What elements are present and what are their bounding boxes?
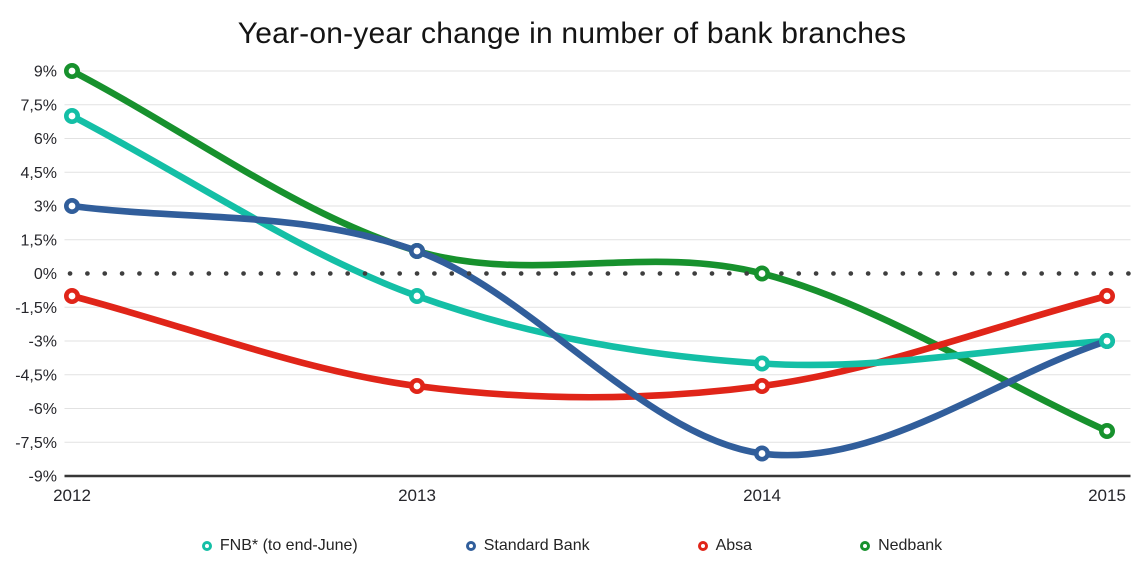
- data-point-absa-2015: [1099, 287, 1116, 304]
- data-point-fnb-2012: [64, 108, 81, 125]
- y-tick-label-9%: 9%: [34, 64, 57, 81]
- legend-item-absa: Absa: [697, 537, 753, 555]
- chart-legend: FNB* (to end-June) Standard Bank Absa Ne…: [0, 537, 1144, 555]
- series-line-nedbank: [68, 67, 1111, 435]
- y-tick-label-3%: 3%: [34, 199, 57, 216]
- chart-title: Year-on-year change in number of bank br…: [237, 17, 907, 50]
- legend-marker-standard-bank-icon: [465, 541, 476, 551]
- data-point-absa-2013: [408, 377, 425, 394]
- series-line-fnb: [68, 112, 1111, 369]
- data-point-nedbank-2015: [1099, 422, 1116, 439]
- legend-label-fnb: FNB* (to end-June): [219, 537, 358, 554]
- data-point-standard-bank-2013: [408, 243, 425, 260]
- y-tick-label--7,5%: -7,5%: [15, 435, 57, 452]
- x-tick-label-2015: 2015: [1088, 486, 1126, 505]
- legend-item-fnb: FNB* (to end-June): [201, 537, 358, 555]
- series-line-absa: [68, 292, 1111, 401]
- legend-label-absa: Absa: [715, 537, 753, 554]
- x-tick-label-2013: 2013: [398, 486, 436, 505]
- y-tick-label--1,5%: -1,5%: [15, 300, 57, 317]
- y-tick-label-1,5%: 1,5%: [21, 232, 57, 249]
- y-tick-label--9%: -9%: [29, 469, 57, 486]
- legend-label-nedbank: Nedbank: [878, 537, 943, 554]
- y-tick-label-6%: 6%: [34, 131, 57, 148]
- data-point-standard-bank-2012: [64, 198, 81, 215]
- data-point-standard-bank-2014: [753, 445, 770, 462]
- data-point-fnb-2013: [408, 287, 425, 304]
- y-tick-label--3%: -3%: [29, 334, 57, 351]
- data-point-fnb-2014: [753, 355, 770, 372]
- x-tick-label-2014: 2014: [743, 486, 781, 505]
- data-point-nedbank-2012: [64, 63, 81, 80]
- legend-marker-fnb-icon: [201, 541, 212, 551]
- y-tick-label-7,5%: 7,5%: [21, 97, 57, 114]
- y-tick-label-4,5%: 4,5%: [21, 165, 57, 182]
- legend-marker-absa-icon: [697, 541, 708, 551]
- legend-label-standard-bank: Standard Bank: [483, 537, 590, 554]
- data-point-fnb-2015: [1099, 332, 1116, 349]
- data-point-absa-2012: [64, 287, 81, 304]
- legend-item-nedbank: Nedbank: [860, 537, 942, 555]
- y-tick-label--6%: -6%: [29, 401, 57, 418]
- y-tick-label-0%: 0%: [34, 266, 57, 283]
- legend-marker-nedbank-icon: [860, 541, 871, 551]
- legend-item-standard-bank: Standard Bank: [465, 537, 590, 555]
- series-line-standard-bank: [68, 202, 1111, 459]
- data-point-absa-2014: [753, 377, 770, 394]
- y-tick-label--4,5%: -4,5%: [15, 367, 57, 384]
- x-tick-label-2012: 2012: [53, 486, 91, 505]
- data-point-nedbank-2014: [753, 265, 770, 282]
